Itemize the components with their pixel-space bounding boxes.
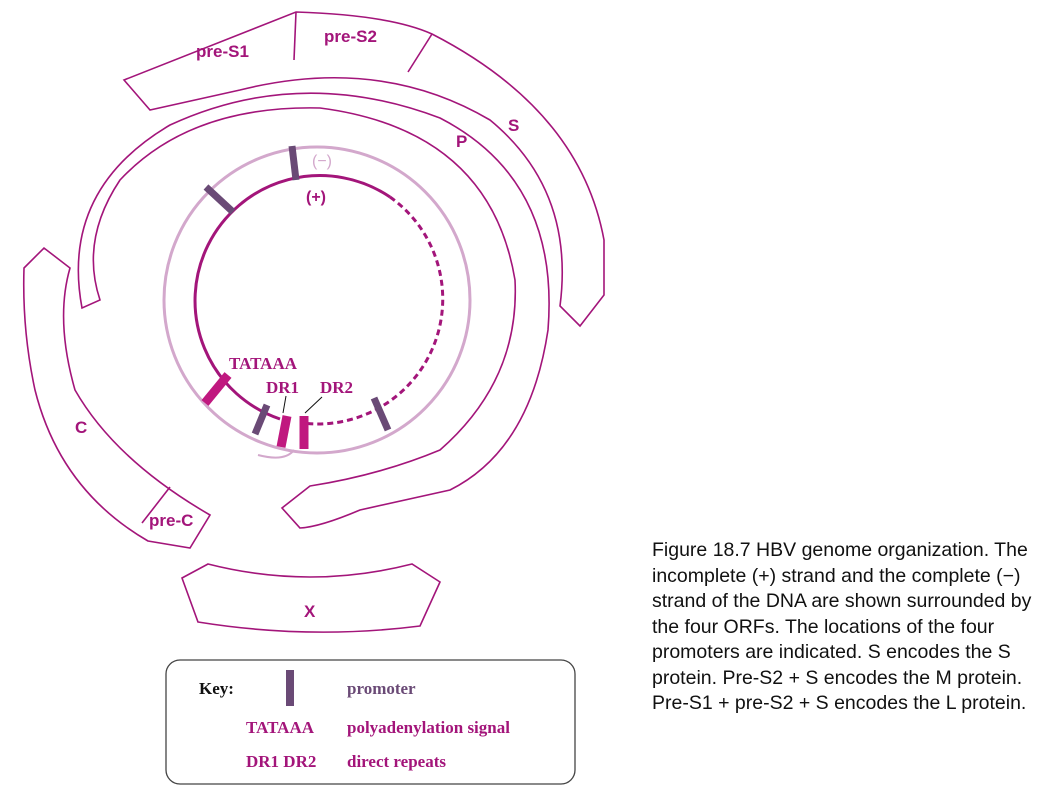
- label-pre-c: pre-C: [149, 511, 193, 530]
- label-c: C: [75, 418, 87, 437]
- dr-bracket: [257, 449, 295, 459]
- label-pre-s1: pre-S1: [196, 42, 249, 61]
- promoter-mark-top: [288, 145, 300, 181]
- label-tataaa: TATAAA: [229, 354, 298, 373]
- label-p: P: [456, 132, 467, 151]
- key-title: Key:: [199, 679, 234, 698]
- tataaa-mark: [201, 372, 232, 406]
- label-dr2: DR2: [320, 378, 353, 397]
- plus-strand-dashed: [301, 195, 445, 426]
- key-box: Key: promoter TATAAA polyadenylation sig…: [165, 659, 576, 785]
- dr1-mark: [276, 415, 292, 448]
- promoter-mark-upper-left: [203, 184, 236, 215]
- dr2-leader: [304, 396, 323, 414]
- key-dr-symbol: DR1 DR2: [246, 752, 316, 771]
- key-tataaa-symbol: TATAAA: [246, 718, 315, 737]
- label-pre-s2: pre-S2: [324, 27, 377, 46]
- label-x: X: [304, 602, 316, 621]
- label-s: S: [508, 116, 519, 135]
- orf-pre-s-divider-2: [407, 33, 433, 73]
- minus-strand: [162, 145, 472, 455]
- key-dr-desc: direct repeats: [347, 752, 446, 771]
- label-dr1: DR1: [266, 378, 299, 397]
- key-promoter-label: promoter: [347, 679, 416, 698]
- figure-caption: Figure 18.7 HBV genome organization. The…: [652, 539, 1032, 714]
- orf-c-pre-c: [22, 246, 212, 549]
- orf-p: [77, 92, 550, 529]
- key-promoter-swatch: [286, 670, 294, 706]
- label-plus-strand: (+): [306, 189, 326, 206]
- promoter-mark-bottom-right: [370, 396, 392, 432]
- orf-x: [181, 563, 442, 633]
- promoter-mark-bottom-left: [251, 403, 271, 436]
- dr1-leader: [282, 395, 287, 414]
- key-tataaa-desc: polyadenylation signal: [347, 718, 510, 737]
- label-minus-strand: (−): [312, 153, 332, 170]
- orf-pre-s1-pre-s2-s: [122, 11, 605, 328]
- orf-pre-c-divider: [141, 486, 171, 524]
- orf-pre-s-divider-1: [293, 11, 297, 61]
